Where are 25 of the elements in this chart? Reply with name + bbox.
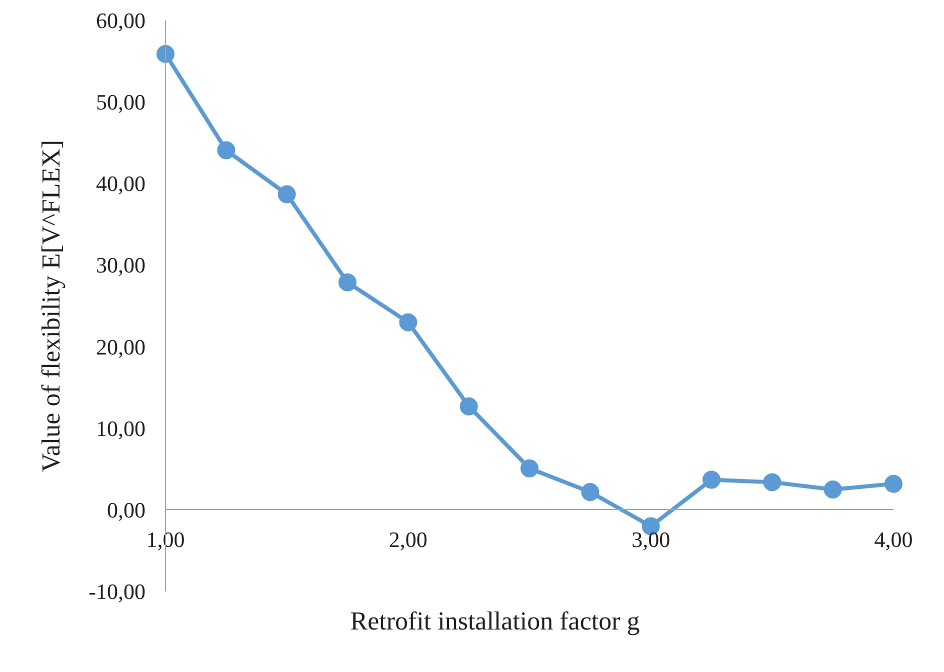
y-tick-label: -10,00 xyxy=(88,579,146,604)
x-axis-title: Retrofit installation factor g xyxy=(350,606,640,636)
point xyxy=(520,459,538,478)
y-tick-label: 40,00 xyxy=(96,171,146,196)
y-tick-label: 10,00 xyxy=(96,416,146,441)
point xyxy=(763,473,782,492)
y-tick-label: 0,00 xyxy=(107,497,146,522)
y-tick-label: 60,00 xyxy=(96,8,146,33)
x-tick-label: 4,00 xyxy=(874,526,913,552)
point xyxy=(399,313,418,332)
x-tick-label: 2,00 xyxy=(388,526,428,552)
point xyxy=(338,273,356,292)
point xyxy=(217,141,236,160)
y-axis-title: Value of flexibility E[V^FLEX] xyxy=(36,140,66,472)
y-tick-label: 20,00 xyxy=(96,334,146,360)
point xyxy=(278,185,296,204)
x-tick-label: 3,00 xyxy=(632,526,670,552)
point xyxy=(460,397,478,416)
point xyxy=(884,474,902,493)
y-tick-label: 50,00 xyxy=(96,90,146,115)
point xyxy=(156,44,174,63)
point xyxy=(581,483,600,501)
point xyxy=(702,470,720,489)
point xyxy=(824,480,842,499)
y-tick-label: 30,00 xyxy=(96,252,146,278)
